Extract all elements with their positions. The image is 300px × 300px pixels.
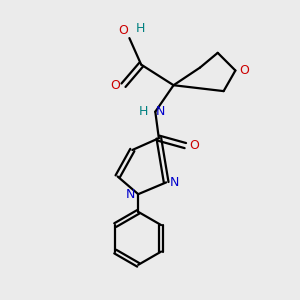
Text: O: O bbox=[189, 139, 199, 152]
Text: O: O bbox=[118, 24, 128, 37]
Text: O: O bbox=[110, 79, 120, 92]
Text: N: N bbox=[170, 176, 179, 189]
Text: H: H bbox=[139, 105, 148, 118]
Text: O: O bbox=[239, 64, 249, 77]
Text: H: H bbox=[136, 22, 145, 35]
Text: N: N bbox=[155, 105, 165, 118]
Text: N: N bbox=[125, 188, 135, 201]
